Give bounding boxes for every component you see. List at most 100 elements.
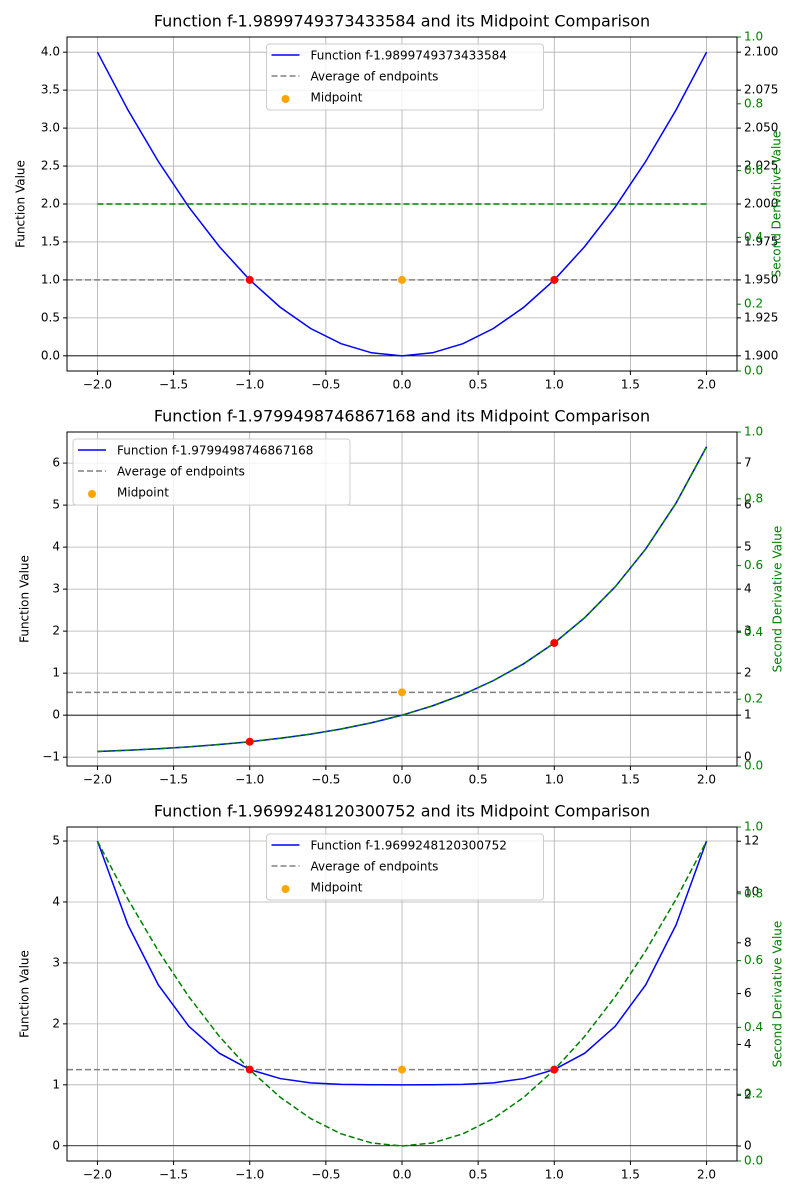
y-tick-label: 3 xyxy=(52,582,60,596)
x-tick-label: 1.5 xyxy=(621,773,640,787)
x-tick-label: −0.5 xyxy=(311,1168,340,1182)
legend-box xyxy=(72,438,351,506)
y-axis-label: Function Value xyxy=(14,160,28,248)
x-tick-label: −1.5 xyxy=(159,1168,188,1182)
y-tick-label: 5 xyxy=(52,498,60,512)
x-tick-label: 0.0 xyxy=(392,1168,411,1182)
y-axis-label: Function Value xyxy=(18,950,32,1038)
plot-frame xyxy=(66,431,738,767)
legend-label: Average of endpoints xyxy=(311,860,439,874)
y2-tick-label: 2.000 xyxy=(744,197,778,211)
legend-swatch xyxy=(281,95,290,103)
y3-tick-label: 0.8 xyxy=(744,886,763,900)
y3-tick-label: 0.8 xyxy=(744,96,763,110)
y2-tick-label: 3 xyxy=(744,624,752,638)
x-tick-label: −1.0 xyxy=(235,378,264,392)
y2-tick-label: 2.075 xyxy=(744,83,778,97)
y3-tick-label: 0.0 xyxy=(744,364,763,378)
legend-label: Function f-1.9899749373433584 xyxy=(311,49,507,63)
x-tick-label: −2.0 xyxy=(83,773,112,787)
y2-tick-label: 6 xyxy=(744,498,752,512)
legend-label: Function f-1.9699248120300752 xyxy=(311,839,507,853)
y-tick-label: 0 xyxy=(52,1138,60,1152)
chart-title: Function f-1.9899749373433584 and its Mi… xyxy=(154,12,650,31)
y-tick-label: 2 xyxy=(52,1016,60,1030)
x-tick-label: 2.0 xyxy=(697,1168,716,1182)
plot-frame xyxy=(66,826,738,1162)
endpoint-marker xyxy=(245,1065,254,1074)
subplot: Function f-1.9899749373433584 and its Mi… xyxy=(14,12,784,392)
subplot: Function f-1.9699248120300752 and its Mi… xyxy=(18,802,785,1182)
legend-label: Midpoint xyxy=(117,486,169,500)
y2-tick-label: 7 xyxy=(744,456,752,470)
series-line xyxy=(96,51,708,357)
y3-tick-label: 0.8 xyxy=(744,491,763,505)
y3-tick-label: 0.4 xyxy=(744,1020,763,1034)
y2-tick-label: 2.100 xyxy=(744,45,778,59)
series-line xyxy=(96,840,708,1086)
endpoint-marker xyxy=(245,275,254,284)
y2-tick-label: 2 xyxy=(744,666,752,680)
y-tick-label: 3.0 xyxy=(41,121,60,135)
x-tick-label: −2.0 xyxy=(83,378,112,392)
y3-tick-label: 0.6 xyxy=(744,558,763,572)
y2-axis-label: Second Derivative Value xyxy=(771,526,785,673)
y2-tick-label: 0 xyxy=(744,750,752,764)
y-tick-label: 2.5 xyxy=(41,159,60,173)
y3-tick-label: 0.6 xyxy=(744,163,763,177)
y2-tick-label: 2.050 xyxy=(744,121,778,135)
y-tick-label: 4 xyxy=(52,540,60,554)
y3-tick-label: 0.0 xyxy=(744,759,763,773)
legend-label: Function f-1.9799498746867168 xyxy=(117,444,313,458)
y3-tick-label: 1.0 xyxy=(744,820,763,834)
y-tick-label: 3.5 xyxy=(41,83,60,97)
legend-box xyxy=(266,43,544,111)
y-tick-label: 2.0 xyxy=(41,197,60,211)
plot-frame xyxy=(66,36,738,372)
endpoint-marker xyxy=(550,275,559,284)
y2-tick-label: 10 xyxy=(744,885,759,899)
chart-title: Function f-1.9799498746867168 and its Mi… xyxy=(154,407,650,426)
y-tick-label: 1 xyxy=(52,1077,60,1091)
x-tick-label: 1.0 xyxy=(545,773,564,787)
y2-tick-label: 4 xyxy=(744,582,752,596)
series-line xyxy=(97,446,708,753)
y2-tick-label: 1.950 xyxy=(744,272,778,286)
y2-tick-label: 4 xyxy=(744,1037,752,1051)
y3-tick-label: 0.4 xyxy=(744,230,763,244)
y2-tick-label: 2.025 xyxy=(744,159,778,173)
y2-tick-label: 2 xyxy=(744,1088,752,1102)
y3-tick-label: 0.0 xyxy=(744,1154,763,1168)
x-tick-label: 1.5 xyxy=(621,378,640,392)
legend-label: Midpoint xyxy=(311,91,363,105)
legend-swatch xyxy=(281,885,290,893)
x-tick-label: −1.5 xyxy=(159,773,188,787)
y-tick-label: 1.0 xyxy=(41,272,60,286)
y3-tick-label: 1.0 xyxy=(744,30,763,44)
chart-title: Function f-1.9699248120300752 and its Mi… xyxy=(154,802,650,821)
y3-tick-label: 1.0 xyxy=(744,425,763,439)
midpoint-marker xyxy=(398,1065,406,1074)
y2-tick-label: 0 xyxy=(744,1139,752,1153)
midpoint-marker xyxy=(398,688,406,697)
y3-tick-label: 0.4 xyxy=(744,625,763,639)
x-tick-label: −1.5 xyxy=(159,378,188,392)
y-tick-label: 3 xyxy=(52,955,60,969)
y2-tick-label: 1.900 xyxy=(744,348,778,362)
endpoint-marker xyxy=(550,1065,559,1074)
y2-tick-label: 1.925 xyxy=(744,310,778,324)
y-tick-label: 1.5 xyxy=(41,234,60,248)
y2-tick-label: 12 xyxy=(744,834,759,848)
x-tick-label: 0.5 xyxy=(469,773,488,787)
y2-axis-label: Second Derivative Value xyxy=(771,921,785,1068)
legend-label: Average of endpoints xyxy=(117,465,245,479)
y-tick-label: 0 xyxy=(52,708,60,722)
y2-tick-label: 6 xyxy=(744,986,752,1000)
series-line xyxy=(96,840,708,1147)
y3-tick-label: 0.2 xyxy=(744,1087,763,1101)
x-tick-label: 0.0 xyxy=(392,378,411,392)
subplot: Function f-1.9799498746867168 and its Mi… xyxy=(18,407,785,787)
y-tick-label: 1 xyxy=(52,666,60,680)
legend-swatch xyxy=(88,490,96,498)
